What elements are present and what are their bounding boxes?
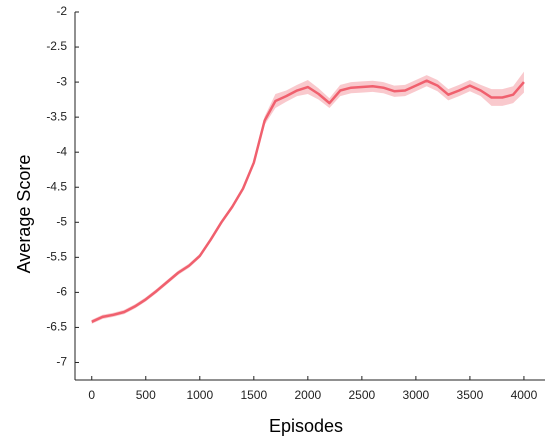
line [91,79,525,323]
confidence-band [91,71,524,324]
x-tick-label: 2000 [294,388,321,402]
x-tick-label: 2500 [349,388,376,402]
x-tick-label: 4000 [511,388,538,402]
x-axis-title: Episodes [269,416,343,436]
y-tick-label: -6 [56,285,67,299]
y-tick-label: -2 [56,4,67,18]
x-tick-label: 1000 [186,388,213,402]
y-tick-label: -5.5 [46,250,67,264]
x-tick-label: 500 [136,388,156,402]
y-tick-label: -3 [56,74,67,88]
y-tick-label: -7 [56,355,67,369]
x-tick-label: 3500 [457,388,484,402]
y-tick-label: -4.5 [46,179,67,193]
x-tick-label: 1500 [240,388,267,402]
y-tick-label: -4 [56,144,67,158]
x-tick-label: 3000 [403,388,430,402]
y-tick-label: -2.5 [46,39,67,53]
y-tick-label: -6.5 [46,320,67,334]
x-tick-label: 0 [88,388,95,402]
y-tick-label: -5 [56,214,67,228]
y-tick-label: -3.5 [46,109,67,123]
y-axis-title: Average Score [14,155,34,274]
